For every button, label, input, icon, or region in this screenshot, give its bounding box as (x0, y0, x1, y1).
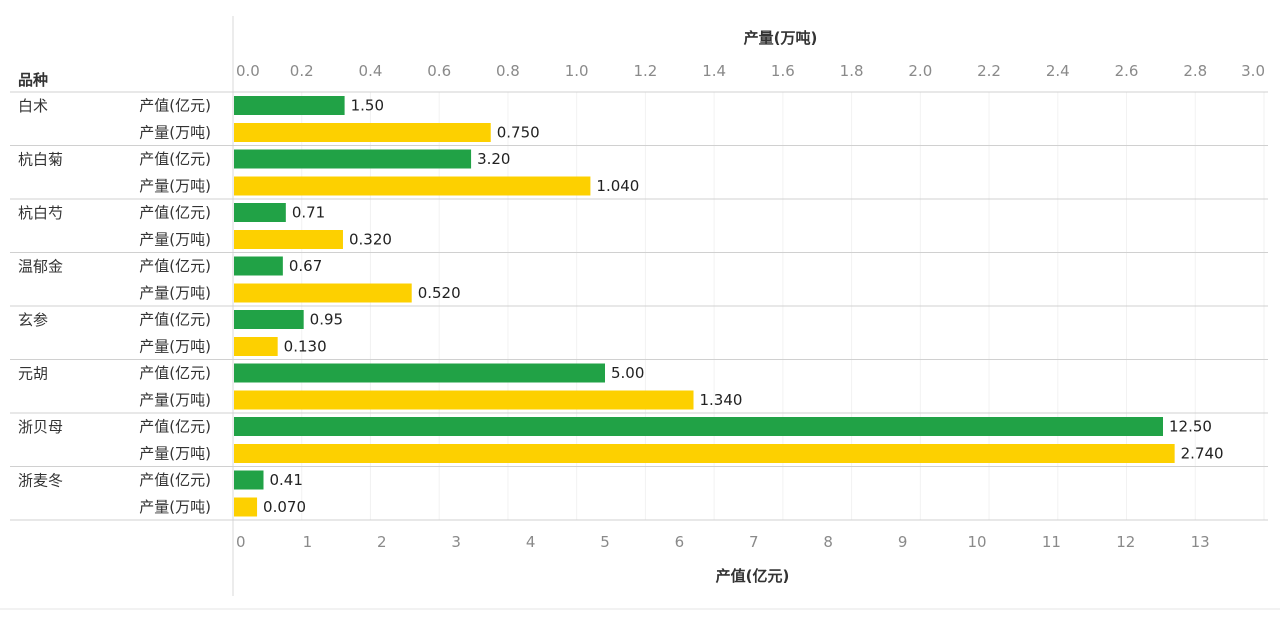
value-label: 3.20 (477, 150, 510, 168)
bar (234, 310, 304, 329)
top-axis-tick: 0.8 (496, 62, 520, 80)
measure-label: 产量(万吨) (139, 338, 211, 356)
measure-label: 产量(万吨) (139, 498, 211, 516)
measure-label: 产量(万吨) (139, 391, 211, 409)
bottom-axis-tick: 5 (600, 533, 610, 551)
top-axis-tick: 1.4 (702, 62, 726, 80)
bottom-axis-tick: 4 (526, 533, 536, 551)
measure-label: 产量(万吨) (139, 445, 211, 463)
dimension-header: 品种 (18, 71, 48, 89)
bar (234, 256, 283, 276)
bar (234, 337, 278, 356)
bar (234, 390, 694, 410)
bottom-axis-tick: 3 (451, 533, 461, 551)
category-label: 白术 (18, 97, 48, 115)
measure-label: 产量(万吨) (139, 177, 211, 195)
bar (234, 123, 491, 142)
bottom-axis-tick: 10 (967, 533, 986, 551)
measure-label: 产值(亿元) (139, 471, 211, 489)
bar (234, 470, 264, 490)
value-label: 0.070 (263, 498, 306, 516)
bar (234, 363, 605, 383)
top-axis-tick: 2.0 (908, 62, 932, 80)
category-label: 元胡 (18, 365, 48, 383)
value-label: 0.130 (284, 338, 327, 356)
category-label: 浙贝母 (18, 418, 63, 436)
bottom-axis-title: 产值(亿元) (716, 567, 790, 585)
top-axis-tick: 2.2 (977, 62, 1001, 80)
bottom-axis-tick: 13 (1191, 533, 1210, 551)
bottom-axis-tick: 8 (823, 533, 833, 551)
value-label: 1.50 (351, 97, 384, 115)
top-axis-tick: 2.4 (1046, 62, 1070, 80)
top-axis-tick: 0.0 (236, 62, 260, 80)
bar (234, 176, 591, 196)
measure-label: 产值(亿元) (139, 364, 211, 382)
bar (234, 497, 258, 517)
bar (234, 149, 472, 169)
bottom-axis-tick: 1 (303, 533, 313, 551)
value-label: 0.71 (292, 204, 325, 222)
category-label: 温郁金 (18, 258, 63, 276)
top-axis-tick: 1.2 (633, 62, 657, 80)
value-label: 0.320 (349, 231, 392, 249)
bar (234, 417, 1163, 436)
top-axis-title: 产量(万吨) (744, 29, 818, 47)
value-label: 1.340 (700, 391, 743, 409)
top-axis-tick: 1.8 (840, 62, 864, 80)
top-axis-tick: 1.6 (771, 62, 795, 80)
measure-label: 产量(万吨) (139, 231, 211, 249)
value-label: 1.040 (596, 177, 639, 195)
category-label: 浙麦冬 (18, 472, 63, 490)
measure-label: 产值(亿元) (139, 204, 211, 222)
bar (234, 444, 1175, 463)
measure-label: 产值(亿元) (139, 150, 211, 168)
bar (234, 203, 286, 222)
bar (234, 283, 412, 303)
category-label: 杭白芍 (18, 204, 63, 222)
value-label: 0.520 (418, 284, 461, 302)
bar (234, 96, 345, 115)
bottom-axis-tick: 2 (377, 533, 387, 551)
value-label: 0.67 (289, 257, 322, 275)
category-label: 玄参 (18, 311, 48, 329)
value-label: 12.50 (1169, 418, 1212, 436)
measure-label: 产值(亿元) (139, 97, 211, 115)
value-label: 0.95 (310, 311, 343, 329)
top-axis-tick: 0.6 (427, 62, 451, 80)
bottom-axis-tick: 0 (236, 533, 246, 551)
value-label: 2.740 (1181, 445, 1224, 463)
category-label: 杭白菊 (18, 151, 63, 169)
measure-label: 产值(亿元) (139, 311, 211, 329)
bottom-axis-tick: 9 (898, 533, 908, 551)
bottom-axis-tick: 12 (1116, 533, 1135, 551)
bottom-axis-tick: 11 (1042, 533, 1061, 551)
measure-label: 产值(亿元) (139, 257, 211, 275)
top-axis-tick: 0.2 (290, 62, 314, 80)
value-label: 0.750 (497, 124, 540, 142)
measure-label: 产量(万吨) (139, 124, 211, 142)
measure-label: 产量(万吨) (139, 284, 211, 302)
top-axis-tick: 3.0 (1241, 62, 1265, 80)
top-axis-tick: 2.6 (1115, 62, 1139, 80)
bottom-axis-tick: 6 (675, 533, 685, 551)
value-label: 5.00 (611, 364, 644, 382)
top-axis-tick: 0.4 (359, 62, 383, 80)
value-label: 0.41 (270, 471, 303, 489)
bar (234, 230, 343, 249)
bottom-axis-tick: 7 (749, 533, 759, 551)
top-axis-tick: 2.8 (1183, 62, 1207, 80)
top-axis-tick: 1.0 (565, 62, 589, 80)
measure-label: 产值(亿元) (139, 418, 211, 436)
